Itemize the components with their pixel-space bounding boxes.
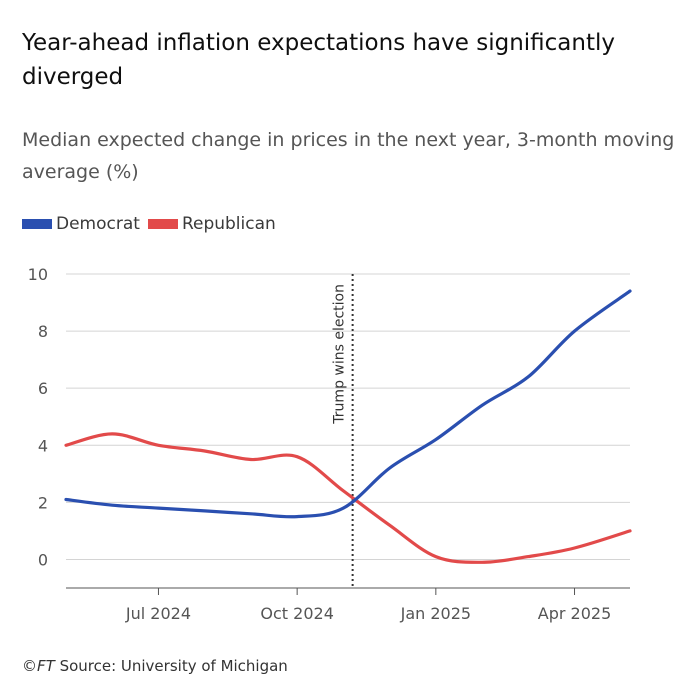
y-tick-label-10: 10 xyxy=(28,265,48,284)
legend-item-republican: Republican xyxy=(147,214,276,234)
source-note: ©FT Source: University of Michigan xyxy=(22,657,288,675)
y-tick-label-8: 8 xyxy=(38,322,48,341)
election-label: Trump wins election xyxy=(332,284,348,425)
legend-label-republican: Republican xyxy=(181,214,276,234)
y-tick-label-0: 0 xyxy=(38,550,48,569)
y-tick-label-6: 6 xyxy=(38,379,48,398)
x-tick-label-apr-2025: Apr 2025 xyxy=(538,604,611,623)
x-tick-label-jan-2025: Jan 2025 xyxy=(400,604,471,623)
series-lines xyxy=(64,289,632,564)
source-brand: ©FT xyxy=(22,657,55,675)
y-axis-labels: 0 2 4 6 8 10 xyxy=(28,265,48,569)
source-text: Source: University of Michigan xyxy=(54,657,288,675)
legend-swatch-republican xyxy=(147,219,178,229)
election-annotation: Trump wins election xyxy=(332,274,354,588)
legend: Democrat Republican xyxy=(22,214,284,234)
legend-item-democrat: Democrat xyxy=(22,214,140,234)
gridlines xyxy=(66,273,630,560)
legend-label-democrat: Democrat xyxy=(56,214,140,234)
x-tick-label-jul-2024: Jul 2024 xyxy=(125,604,191,623)
y-tick-label-2: 2 xyxy=(38,493,48,512)
series-line-democrat xyxy=(64,289,632,519)
series-line-republican xyxy=(64,432,632,564)
chart-subtitle: Median expected change in prices in the … xyxy=(22,129,675,183)
x-tick-label-oct-2024: Oct 2024 xyxy=(260,604,333,623)
x-axis: Jul 2024 Oct 2024 Jan 2025 Apr 2025 xyxy=(66,587,630,623)
chart-title: Year-ahead inflation expectations have s… xyxy=(22,30,615,90)
y-tick-label-4: 4 xyxy=(38,436,48,455)
legend-swatch-democrat xyxy=(22,219,52,229)
